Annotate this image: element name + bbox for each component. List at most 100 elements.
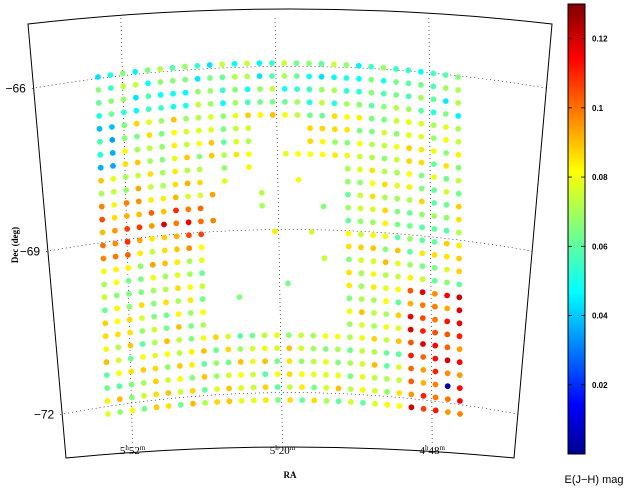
- data-point: [408, 391, 415, 398]
- data-point: [307, 125, 313, 132]
- data-point: [137, 263, 144, 270]
- data-point: [371, 336, 378, 342]
- data-point: [103, 372, 110, 378]
- colorbar-gradient: [567, 3, 586, 455]
- data-point: [418, 107, 424, 114]
- data-point: [188, 336, 195, 342]
- data-point: [233, 151, 240, 158]
- data-point: [213, 373, 220, 379]
- data-point: [356, 153, 363, 160]
- data-point: [146, 145, 153, 152]
- data-point: [369, 154, 376, 161]
- axes: Dec (deg) RA −66 −69 −72 5h52m 5h20m 4h48m: [6, 81, 446, 480]
- data-point: [187, 271, 193, 277]
- data-point: [306, 99, 313, 106]
- data-point: [384, 388, 390, 395]
- data-point: [98, 203, 105, 210]
- data-point: [371, 323, 377, 329]
- data-point: [174, 246, 180, 253]
- data-point: [357, 179, 363, 186]
- data-point: [187, 310, 194, 316]
- data-point: [394, 195, 401, 202]
- data-point: [456, 346, 463, 353]
- colorbar-tick-label: 0.08: [592, 173, 608, 182]
- data-point: [199, 283, 206, 290]
- data-point: [444, 318, 451, 325]
- data-point: [394, 234, 401, 241]
- data-point: [198, 257, 205, 264]
- data-point: [201, 387, 208, 393]
- data-point: [187, 284, 194, 290]
- data-point: [101, 281, 108, 288]
- data-point: [186, 245, 193, 252]
- data-point: [455, 164, 462, 171]
- data-point: [323, 397, 330, 404]
- data-point: [101, 294, 108, 301]
- data-point: [145, 106, 152, 113]
- data-point: [121, 122, 128, 129]
- data-point: [160, 182, 167, 189]
- data-point: [128, 381, 135, 388]
- data-point: [420, 392, 427, 399]
- data-point: [359, 322, 365, 328]
- data-point: [405, 80, 412, 87]
- data-point: [430, 135, 437, 142]
- data-point: [457, 398, 463, 404]
- data-point: [103, 359, 110, 366]
- data-point: [282, 112, 288, 118]
- data-point: [163, 299, 169, 306]
- data-point: [250, 384, 257, 391]
- data-point: [368, 63, 374, 70]
- data-point: [103, 346, 109, 353]
- data-point: [158, 130, 165, 137]
- data-point: [357, 205, 364, 212]
- data-point: [319, 138, 326, 145]
- data-point: [323, 372, 329, 378]
- data-point: [189, 387, 196, 394]
- data-point: [444, 292, 450, 299]
- data-point: [358, 270, 365, 277]
- data-point: [346, 295, 353, 302]
- data-point: [456, 294, 463, 301]
- data-point: [275, 397, 281, 403]
- data-point: [183, 128, 190, 135]
- data-point: [96, 125, 103, 132]
- data-point: [112, 240, 119, 247]
- data-point: [345, 243, 352, 250]
- data-point: [322, 333, 329, 339]
- data-point: [116, 396, 123, 403]
- data-point: [432, 355, 439, 362]
- data-point: [431, 277, 438, 284]
- data-point: [444, 331, 451, 338]
- data-point: [370, 297, 377, 303]
- data-point: [245, 112, 251, 119]
- data-point: [169, 64, 176, 71]
- data-point: [109, 137, 116, 143]
- data-point: [356, 101, 363, 108]
- data-point: [358, 257, 364, 264]
- data-point: [245, 125, 252, 132]
- data-point: [310, 358, 317, 365]
- data-point: [395, 312, 402, 319]
- data-point: [420, 367, 427, 373]
- data-point: [331, 61, 337, 68]
- data-point: [250, 358, 256, 365]
- data-point: [344, 165, 351, 172]
- ra-gridline: [120, 17, 133, 447]
- data-point: [221, 165, 228, 171]
- data-point: [381, 116, 387, 123]
- data-point: [206, 62, 213, 68]
- data-point: [172, 194, 179, 201]
- data-point: [237, 333, 244, 339]
- data-point: [298, 332, 304, 339]
- data-point: [418, 133, 425, 140]
- data-point: [347, 347, 353, 354]
- data-point: [126, 290, 132, 297]
- data-point: [95, 87, 102, 93]
- data-point: [163, 312, 170, 319]
- grid-lines: [31, 17, 549, 447]
- data-point: [104, 398, 111, 404]
- data-point: [393, 79, 399, 85]
- data-point: [111, 201, 118, 208]
- data-point: [157, 92, 164, 98]
